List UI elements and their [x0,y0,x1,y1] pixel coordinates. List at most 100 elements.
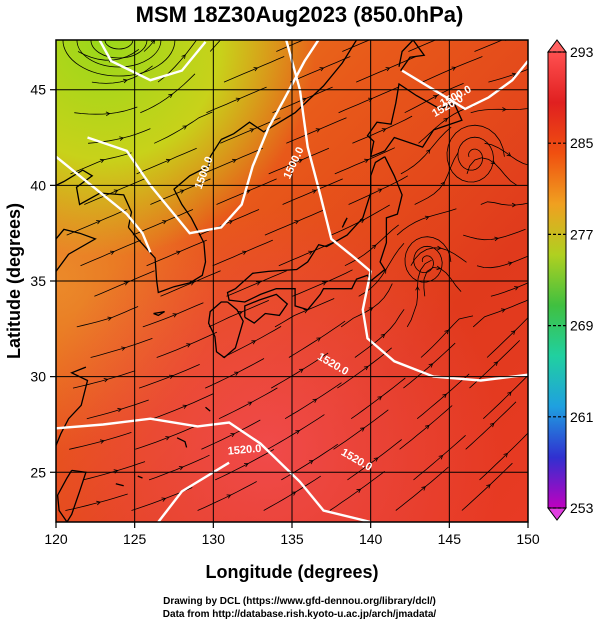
streamline-arrow [295,430,301,435]
streamline-arrow [298,368,304,373]
streamline [223,56,285,83]
colorbar: 293 285 277 269 261 253 [547,39,594,521]
streamline-arrow [363,366,369,371]
coastline-segment [56,228,97,272]
colorbar-tick-label: 277 [570,226,594,242]
x-tick-label: 145 [438,531,462,547]
colorbar-tick-label: 293 [570,44,594,60]
streamline [270,352,329,389]
streamline [69,432,132,450]
streamline-arrow [311,189,317,194]
anticyclone-loop [104,40,134,50]
streamline-arrow [119,136,125,141]
streamline [272,86,333,114]
streamline [215,449,275,481]
streamline [274,298,335,328]
streamline [276,40,305,52]
streamline [358,242,405,297]
streamline [135,425,197,450]
streamline-arrow [249,128,255,133]
x-tick-label: 140 [359,531,383,547]
streamline-arrow [507,261,513,266]
streamline [142,302,204,328]
streamline [470,108,528,114]
coastline-segment [115,483,124,487]
coastline-segment [220,40,358,141]
streamline [338,86,399,114]
streamline [486,317,528,358]
streamline-arrow [96,220,101,225]
streamline [354,309,405,358]
streamline [74,106,138,115]
streamline-arrow [425,424,430,430]
streamline [152,393,214,420]
streamline-arrow [377,396,383,401]
streamline-arrow [243,463,249,468]
colorbar-tick-label: 253 [570,500,594,516]
streamline [406,259,432,328]
height-contour [98,40,207,82]
streamline-arrow [426,149,431,154]
streamline [132,209,194,236]
streamline-arrow [486,484,491,489]
streamline [264,209,326,236]
streamline-arrow [123,78,128,84]
streamline [76,306,139,328]
streamline [472,299,528,328]
streamline-arrow [385,67,391,72]
streamline-arrow [364,158,369,164]
streamline-arrow [424,215,430,220]
streamline [337,347,392,389]
streamline-arrow [381,128,387,133]
streamline-arrow [501,308,506,313]
credit-drawing: Drawing by DCL (https://www.gfd-dennou.o… [163,596,436,607]
streamline [408,40,437,52]
streamline-arrow [255,281,261,286]
streamline [480,201,528,206]
streamline-arrow [507,391,512,397]
streamline [289,56,351,83]
streamline-arrow [301,97,307,102]
streamline [422,56,483,83]
coastlines [56,40,463,522]
streamline-arrow [451,66,457,71]
streamline-arrow [226,494,232,499]
streamline [288,320,346,358]
streamline-arrow [360,427,365,432]
streamline-arrow [113,189,119,194]
anticyclone-loop [76,40,162,68]
streamline-arrow [121,346,126,351]
streamline-arrow [165,158,171,164]
streamline-arrow [298,158,303,164]
streamline [156,331,218,358]
streamline-arrow [234,371,239,376]
colorbar-scale [547,51,567,509]
streamline-arrow [172,313,178,318]
streamline [206,86,267,114]
y-axis: 25 30 35 40 45 [30,82,56,480]
streamline [65,493,128,511]
streamline [222,326,282,358]
streamline-arrow [242,250,247,255]
streamline-arrow [506,152,512,157]
streamline [465,401,517,450]
coastline-segment [56,469,87,522]
streamline [160,270,221,297]
streamline-arrow [247,401,253,406]
streamline [474,40,504,52]
streamline-arrow [178,466,184,471]
streamline [278,239,340,267]
coastline-segment [127,139,222,294]
streamline-arrow [291,491,297,496]
x-tick-label: 125 [123,531,147,547]
streamline [344,224,399,267]
streamline-arrow [371,244,377,250]
y-tick-label: 25 [30,464,46,480]
streamline [218,387,278,420]
streamline [347,439,402,481]
coastline-segment [226,156,403,311]
coastline-segment [153,310,165,317]
x-tick-label: 150 [516,531,540,547]
colorbar-tick-label: 269 [570,318,594,334]
streamline-arrow [316,337,321,342]
